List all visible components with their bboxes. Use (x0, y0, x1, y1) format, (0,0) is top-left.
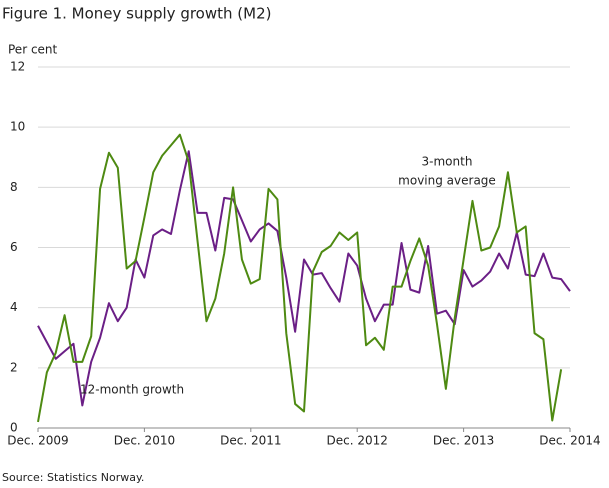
series-line (37, 150, 571, 407)
y-tick-label: 10 (10, 120, 25, 134)
chart-title: Figure 1. Money supply growth (M2) (2, 5, 271, 23)
y-axis-label: Per cent (8, 43, 58, 57)
y-tick-label: 0 (10, 421, 18, 435)
annotation: moving average (398, 174, 496, 188)
x-tick-label: Dec. 2014 (539, 434, 600, 448)
y-tick-label: 12 (10, 60, 25, 74)
annotation: 12-month growth (80, 383, 184, 397)
x-tick-label: Dec. 2012 (327, 434, 388, 448)
x-tick-label: Dec. 2010 (114, 434, 175, 448)
x-tick-label: Dec. 2013 (433, 434, 494, 448)
series-line (37, 133, 563, 423)
y-tick-label: 8 (10, 180, 18, 194)
source: Source: Statistics Norway. (2, 471, 144, 484)
y-tick-label: 4 (10, 300, 18, 314)
y-tick-label: 6 (10, 240, 18, 254)
y-tick-label: 2 (10, 360, 18, 374)
annotation: 3-month (422, 155, 473, 169)
x-tick-label: Dec. 2011 (220, 434, 281, 448)
x-tick-label: Dec. 2009 (7, 434, 68, 448)
